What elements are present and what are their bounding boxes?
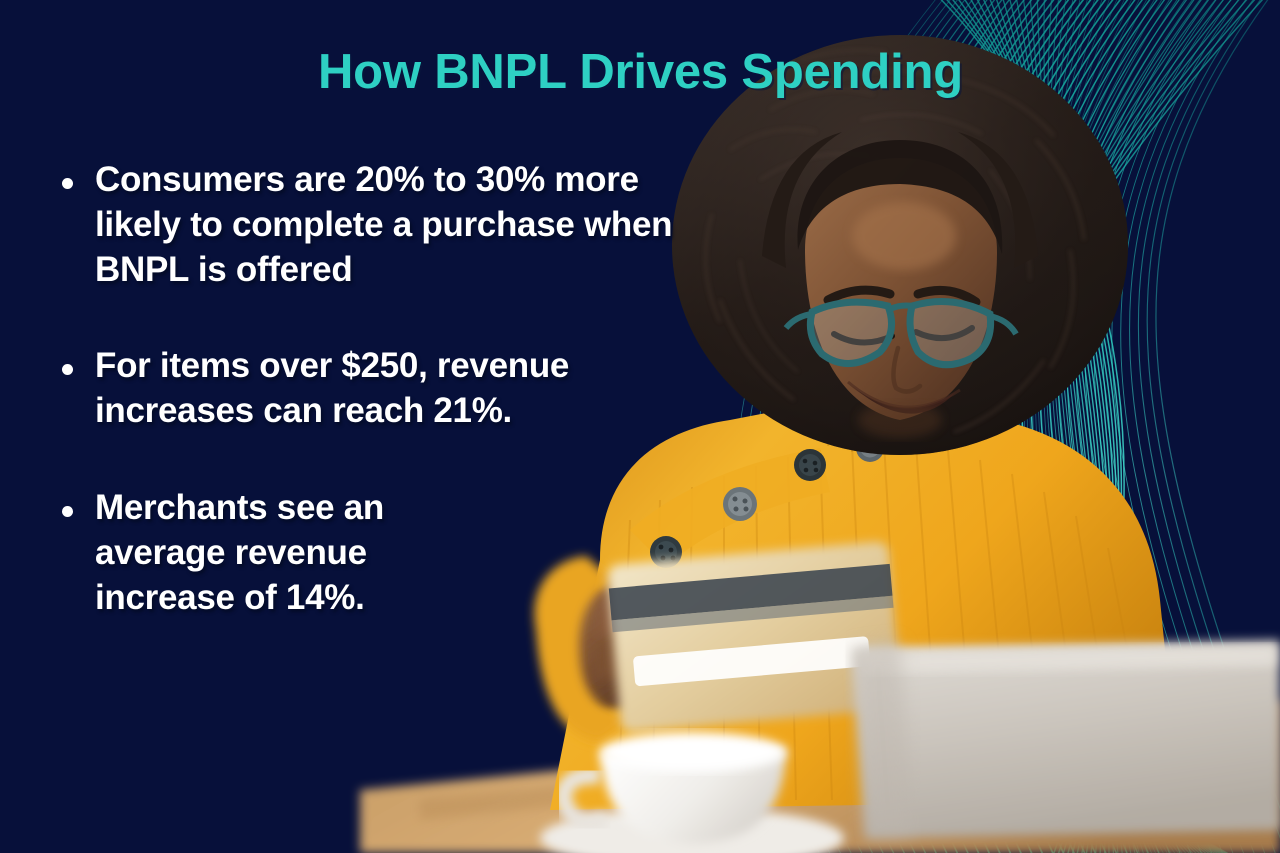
list-item: For items over $250, revenue increases c… — [62, 344, 752, 434]
bullet-dot-icon — [62, 505, 73, 517]
laptop — [852, 640, 1280, 838]
bullet-dot-icon — [62, 178, 73, 189]
bullet-dot-icon — [62, 364, 73, 376]
credit-card — [607, 541, 902, 732]
key-stats-list: Consumers are 20% to 30% more likely to … — [62, 158, 752, 620]
list-item-label: For items over $250, revenue increases c… — [95, 346, 570, 431]
eyeglasses — [783, 298, 1019, 369]
subject-photo — [300, 0, 1280, 853]
page-title: How BNPL Drives Spending — [318, 45, 964, 99]
list-item-label: Merchants see an average revenue increas… — [95, 487, 384, 617]
coffee-cup — [540, 732, 844, 853]
woman-head — [672, 35, 1128, 455]
list-item: Merchants see an average revenue increas… — [62, 486, 752, 620]
list-item: Consumers are 20% to 30% more likely to … — [62, 158, 752, 292]
list-item-label: Consumers are 20% to 30% more likely to … — [95, 160, 673, 289]
